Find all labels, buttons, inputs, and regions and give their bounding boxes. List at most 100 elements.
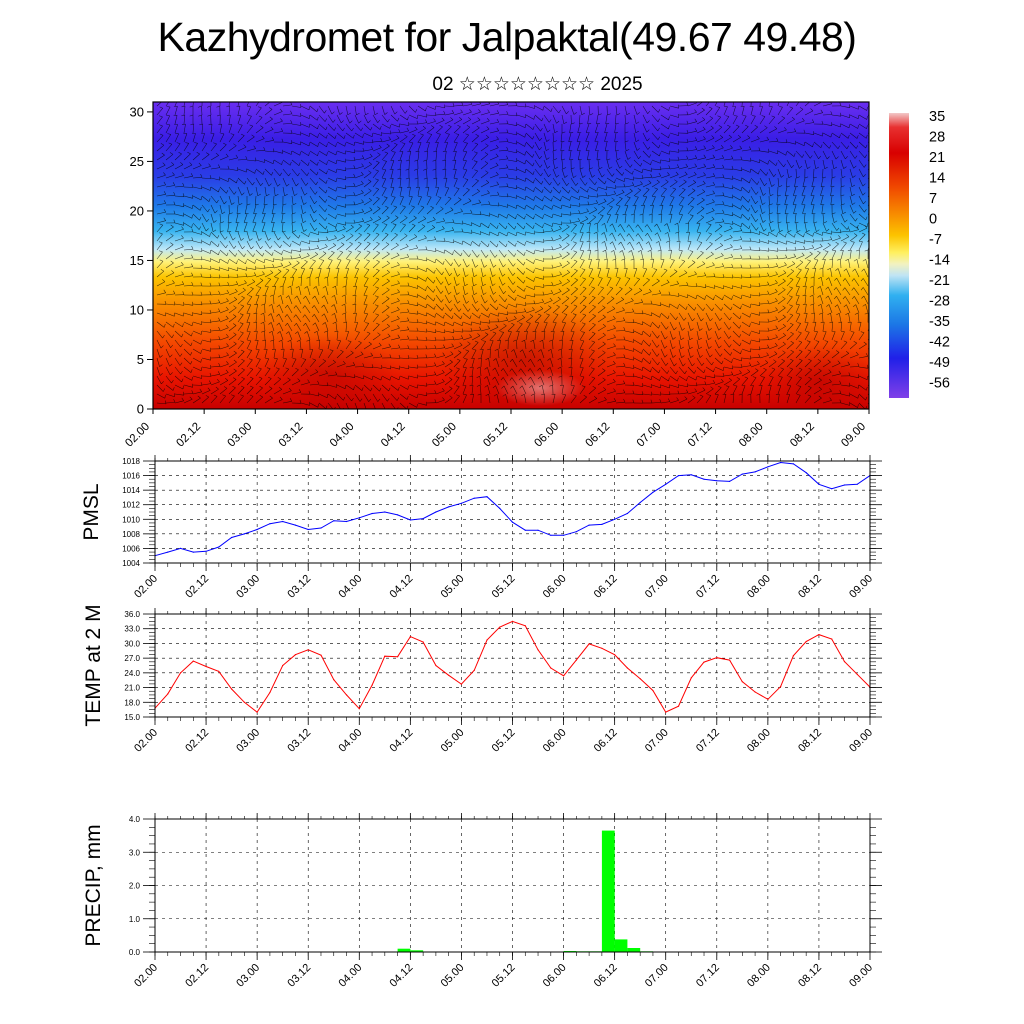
wind-barb — [633, 366, 643, 371]
wind-barb — [264, 159, 274, 164]
wind-barb — [687, 121, 697, 125]
wind-barb-feather — [511, 394, 515, 397]
wind-barb — [543, 230, 553, 233]
wind-barb — [732, 177, 742, 182]
wind-barb-feather — [542, 106, 544, 111]
wind-barb — [587, 150, 590, 160]
wind-barb-feather — [353, 134, 355, 139]
wind-barb — [750, 186, 757, 195]
wind-barb — [669, 181, 678, 188]
wind-barb-feather — [448, 291, 452, 295]
wind-barb — [750, 138, 760, 143]
wind-barb-feather — [292, 221, 296, 224]
wind-barb-feather — [689, 346, 693, 350]
wind-barb-feather — [331, 295, 335, 298]
wind-barb — [309, 177, 317, 185]
wind-barb-feather — [791, 165, 795, 168]
wind-barb-feather — [452, 251, 454, 255]
wind-barb-feather — [530, 393, 535, 396]
wind-barb-feather — [502, 264, 506, 268]
wind-barb-feather — [563, 313, 568, 315]
wind-barb-feather — [505, 225, 508, 230]
wind-barb-feather — [553, 158, 558, 161]
wind-barb-feather — [394, 111, 398, 115]
wind-barb — [417, 303, 427, 309]
wind-barb-feather — [451, 227, 455, 231]
wind-barb — [435, 228, 445, 233]
wind-barb — [372, 218, 382, 224]
wind-barb — [696, 232, 701, 242]
wind-barb-feather — [574, 278, 578, 281]
wind-barb-feather — [689, 337, 693, 341]
wind-barb-feather — [433, 289, 436, 293]
wind-barb-feather — [709, 354, 713, 358]
wind-barb — [777, 264, 787, 269]
wind-barb — [525, 294, 535, 298]
wind-barb — [696, 174, 706, 179]
wind-barb — [471, 222, 481, 228]
wind-barb-feather — [206, 218, 210, 222]
wind-barb — [585, 123, 590, 133]
wind-barb-feather — [518, 359, 522, 363]
wind-barb — [534, 285, 544, 288]
wind-barb — [498, 213, 508, 219]
wind-barb — [344, 294, 347, 305]
wind-barb — [462, 160, 467, 170]
wind-barb-feather — [523, 225, 526, 230]
wind-barb — [660, 132, 669, 139]
wind-barb-feather — [710, 386, 714, 390]
wind-barb — [235, 222, 239, 232]
wind-barb-feather — [351, 397, 354, 402]
wind-barb — [381, 375, 391, 381]
wind-barb-feather — [619, 196, 623, 199]
wind-barb — [318, 186, 326, 194]
wind-barb — [253, 204, 257, 214]
wind-barb-feather — [380, 353, 383, 358]
wind-barb-feather — [389, 376, 391, 381]
wind-barb-feather — [349, 120, 353, 124]
wind-barb — [732, 285, 742, 289]
wind-barb — [561, 289, 570, 296]
wind-barb-feather — [692, 188, 696, 191]
wind-barb — [156, 164, 166, 170]
wind-barb — [471, 258, 476, 268]
wind-barb — [444, 397, 453, 404]
wind-barb-feather — [803, 245, 806, 250]
wind-barb — [480, 312, 489, 318]
wind-barb-feather — [668, 377, 670, 382]
wind-barb — [579, 297, 587, 305]
wind-barb-feather — [665, 240, 670, 243]
wind-barb — [390, 132, 401, 134]
wind-barb-feather — [332, 285, 336, 289]
wind-barb-feather — [163, 208, 167, 213]
wind-barb-feather — [163, 289, 166, 293]
wind-barb-feather — [523, 330, 528, 332]
wind-barb-feather — [779, 229, 783, 233]
wind-barb — [570, 177, 577, 186]
wind-barb-feather — [496, 136, 499, 140]
wind-barb — [174, 102, 177, 107]
wind-barb — [687, 198, 695, 206]
wind-barb — [795, 255, 805, 260]
wind-barb-feather — [163, 172, 166, 176]
wind-barb-feather — [380, 376, 382, 381]
wind-barb — [768, 345, 778, 350]
wind-barb — [678, 166, 688, 170]
wind-barb-feather — [541, 117, 544, 122]
wind-barb — [318, 159, 327, 165]
wind-barb-feather — [541, 189, 544, 193]
wind-barb-feather — [260, 312, 264, 315]
wind-barb-feather — [676, 164, 680, 168]
wind-barb-feather — [225, 377, 228, 381]
wind-barb — [615, 299, 624, 305]
wind-barb-feather — [626, 277, 631, 279]
wind-barb-feather — [218, 164, 221, 168]
wind-barb-feather — [686, 138, 689, 143]
wind-barb — [318, 246, 328, 251]
wind-barb — [579, 259, 585, 269]
wind-barb-feather — [331, 250, 335, 253]
wind-barb — [255, 340, 259, 350]
wind-barb — [561, 339, 563, 350]
wind-barb — [606, 327, 616, 332]
wind-barb-feather — [486, 126, 490, 130]
